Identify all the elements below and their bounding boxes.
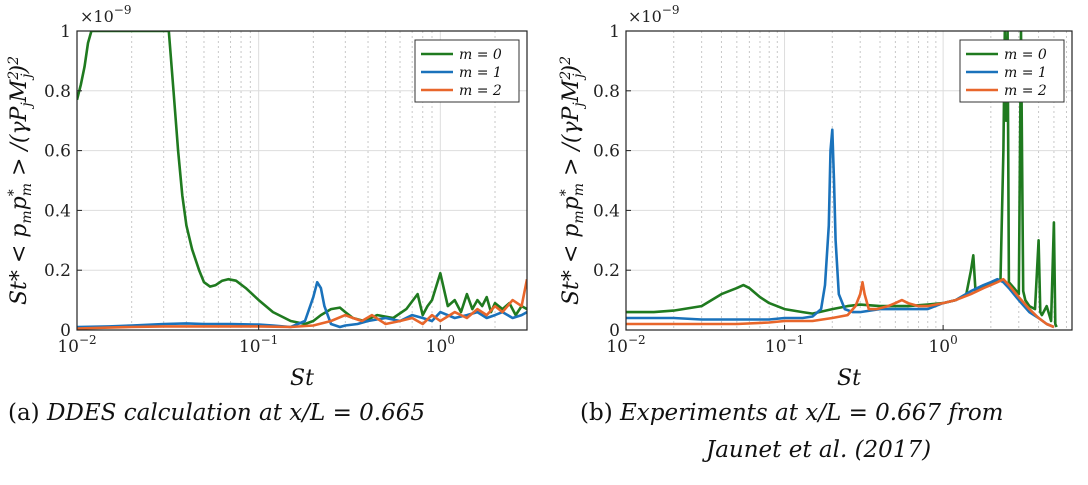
series-group (77, 31, 527, 330)
y-tick-label: 1 (609, 22, 620, 42)
axes-frame (625, 30, 1073, 331)
y-tick-label: 0.8 (593, 82, 620, 102)
series-line-m0 (77, 31, 527, 326)
series-line-m0 (626, 31, 1058, 328)
caption-a-label: (a) (8, 400, 40, 426)
legend-entry: m = 2 (1004, 83, 1047, 99)
y-tick-label: 0.4 (44, 201, 71, 221)
series-line-m2 (626, 277, 1055, 329)
x-axis-label: St (290, 366, 314, 391)
y-axis-label: St* < pmp*m > /(γPjM2j)2 (558, 56, 587, 305)
y-axis-label: St* < pmp*m > /(γPjM2j)2 (6, 56, 35, 305)
y-tick-label: 0.8 (44, 82, 71, 102)
chart-b: 0 0.2 0.4 0.6 0.8 1 10−2 10−1 100 ×10−9 St St* < pm… (558, 3, 1073, 391)
legend: m = 0 m = 1 m = 2 (414, 39, 520, 103)
legend-entry: m = 0 (459, 47, 502, 63)
chart-a: 0 0.2 0.4 0.6 0.8 1 10−2 10−1 100 ×10−9 St St* < pm… (6, 3, 528, 391)
y-multiplier: ×10−9 (80, 3, 131, 26)
legend: m = 0 m = 1 m = 2 (959, 39, 1065, 103)
x-tick-label: 10−2 (57, 333, 96, 357)
caption-b: (b) Experiments at x/L = 0.667 from (580, 400, 1004, 426)
y-tick-label: 0.4 (593, 201, 620, 221)
x-tick-label: 10−2 (606, 333, 645, 357)
y-tick-label: 1 (60, 22, 71, 42)
y-tick-label: 0 (609, 321, 620, 341)
y-tick-label: 0.2 (44, 261, 71, 281)
axes-frame (76, 30, 528, 331)
x-tick-label: 100 (426, 333, 455, 357)
caption-a: (a) DDES calculation at x/L = 0.665 (8, 400, 425, 426)
legend-entry: m = 1 (459, 65, 502, 81)
series-line-m1 (77, 280, 527, 329)
y-multiplier: ×10−9 (628, 3, 679, 26)
legend-entry: m = 2 (459, 83, 502, 99)
y-tick-label: 0.6 (593, 142, 620, 162)
y-tick-label: 0.6 (44, 142, 71, 162)
x-tick-label: 10−1 (765, 333, 804, 357)
caption-a-text: DDES calculation at x/L = 0.665 (46, 400, 426, 426)
x-tick-label: 10−1 (239, 333, 278, 357)
caption-b-text: Experiments at x/L = 0.667 from (619, 400, 1004, 426)
x-tick-label: 100 (928, 333, 957, 357)
y-tick-label: 0 (60, 321, 71, 341)
caption-b-label: (b) (580, 400, 613, 426)
series-line-m1 (626, 128, 1055, 329)
legend-entry: m = 0 (1004, 47, 1047, 63)
caption-b-line2: Jaunet et al. (2017) (706, 437, 932, 463)
x-axis-label: St (837, 366, 861, 391)
series-line-m2 (77, 278, 527, 330)
y-tick-label: 0.2 (593, 261, 620, 281)
series-group (626, 31, 1058, 329)
legend-entry: m = 1 (1004, 65, 1047, 81)
